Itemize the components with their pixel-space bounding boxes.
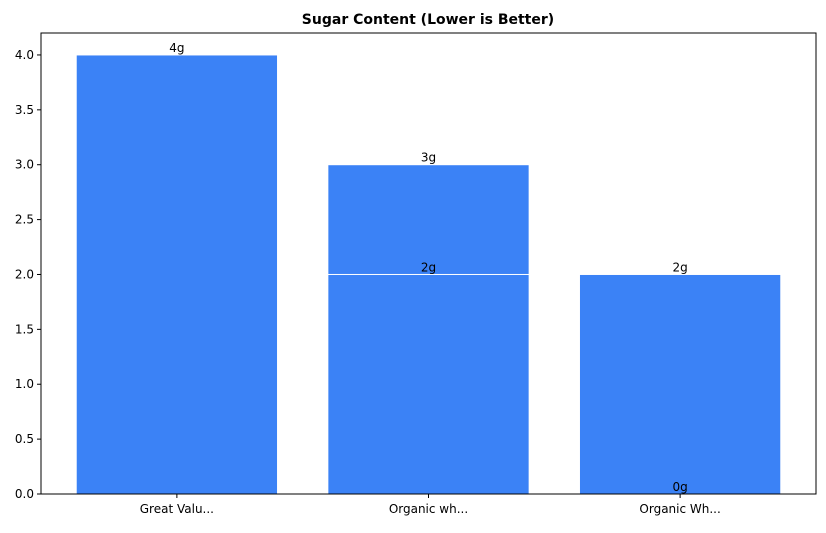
y-tick-label: 0.5 [15,432,34,446]
y-tick-label: 2.0 [15,267,34,281]
x-tick-label: Organic Wh... [639,502,720,516]
x-tick-label: Organic wh... [389,502,468,516]
x-tick-label: Great Valu... [140,502,214,516]
y-tick-label: 1.5 [15,322,34,336]
bar-data-label: 2g [421,260,436,274]
bar [578,273,782,495]
y-tick-label: 2.5 [15,213,34,227]
bar-data-label: 3g [421,151,436,165]
y-tick-label: 3.0 [15,158,34,172]
bar-data-label: 2g [672,260,687,274]
y-tick-label: 4.0 [15,48,34,62]
y-tick-label: 3.5 [15,103,34,117]
y-tick-label: 1.0 [15,377,34,391]
y-tick-label: 0.0 [15,487,34,501]
chart-title: Sugar Content (Lower is Better) [302,12,554,28]
bar [327,273,530,495]
bar-data-label: 4g [169,41,184,55]
bar-data-label: 0g [672,480,687,494]
bar [75,54,279,495]
